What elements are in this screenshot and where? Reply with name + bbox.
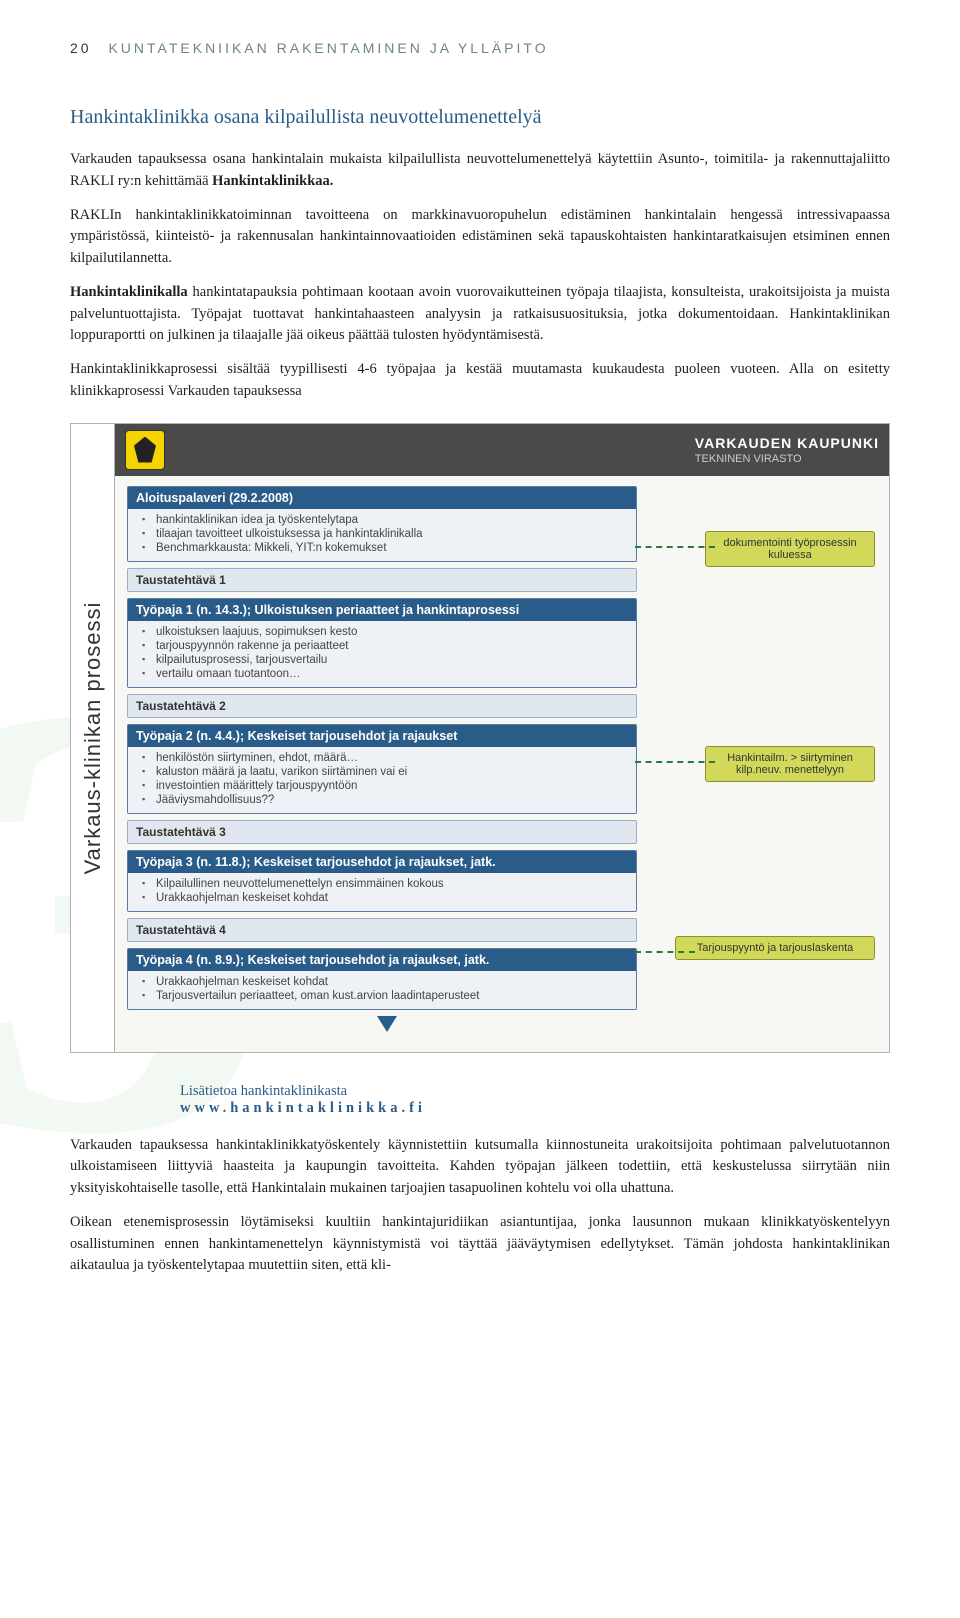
block-tyopaja-4: Työpaja 4 (n. 8.9.); Keskeiset tarjouseh… (127, 948, 637, 1010)
list-item: Jääviysmahdollisuus?? (156, 793, 628, 807)
paragraph-4: Hankintaklinikkaprosessi sisältää tyypil… (70, 359, 890, 403)
list-item: investointien määrittely tarjouspyyntöön (156, 779, 628, 793)
list-item: Tarjousvertailun periaatteet, oman kust.… (156, 989, 628, 1003)
list-item: kilpailutusprosessi, tarjousvertailu (156, 653, 628, 667)
block-tyopaja-3: Työpaja 3 (n. 11.8.); Keskeiset tarjouse… (127, 850, 637, 912)
section-title: Hankintaklinikka osana kilpailullista ne… (70, 106, 890, 129)
block-tyopaja-2: Työpaja 2 (n. 4.4.); Keskeiset tarjouseh… (127, 724, 637, 814)
block-tyopaja-1: Työpaja 1 (n. 14.3.); Ulkoistuksen peria… (127, 598, 637, 688)
block-aloituspalaveri: Aloituspalaveri (29.2.2008) hankintaklin… (127, 486, 637, 562)
list-item: Urakkaohjelman keskeiset kohdat (156, 891, 628, 905)
more-info-url[interactable]: www.hankintaklinikka.fi (180, 1100, 890, 1117)
more-info-label: Lisätietoa hankintaklinikasta (180, 1083, 890, 1100)
connector-line (635, 761, 715, 763)
diagram-sidebar: Varkaus-klinikan prosessi (71, 424, 115, 1052)
diagram-body: dokumentointi työprosessin kuluessa Hank… (115, 476, 889, 1052)
connector-line (635, 546, 715, 548)
paragraph-6: Oikean etenemisprosessin löytämiseksi ku… (70, 1212, 890, 1277)
process-diagram: Varkaus-klinikan prosessi VARKAUDEN KAUP… (70, 423, 890, 1053)
block-title: Työpaja 1 (n. 14.3.); Ulkoistuksen peria… (128, 599, 636, 621)
side-note-procurement-notice: Hankintailm. > siirtyminen kilp.neuv. me… (705, 746, 875, 782)
tausta-1: Taustatehtävä 1 (127, 568, 637, 592)
paragraph-5: Varkauden tapauksessa hankintaklinikkaty… (70, 1135, 890, 1200)
list-item: hankintaklinikan idea ja työskentelytapa (156, 513, 628, 527)
city-title: VARKAUDEN KAUPUNKI (695, 435, 879, 451)
block-title: Työpaja 3 (n. 11.8.); Keskeiset tarjouse… (128, 851, 636, 873)
list-item: tarjouspyynnön rakenne ja periaatteet (156, 639, 628, 653)
list-item: henkilöstön siirtyminen, ehdot, määrä… (156, 751, 628, 765)
list-item: Benchmarkkausta: Mikkeli, YIT:n kokemuks… (156, 541, 628, 555)
diagram-sidebar-label: Varkaus-klinikan prosessi (80, 601, 106, 874)
paragraph-1: Varkauden tapauksessa osana hankintalain… (70, 149, 890, 193)
tausta-2: Taustatehtävä 2 (127, 694, 637, 718)
city-subtitle: TEKNINEN VIRASTO (695, 453, 879, 465)
list-item: Urakkaohjelman keskeiset kohdat (156, 975, 628, 989)
tausta-4: Taustatehtävä 4 (127, 918, 637, 942)
running-header: 20 KUNTATEKNIIKAN RAKENTAMINEN JA YLLÄPI… (70, 40, 890, 56)
diagram-header: VARKAUDEN KAUPUNKI TEKNINEN VIRASTO (115, 424, 889, 476)
running-title: KUNTATEKNIIKAN RAKENTAMINEN JA YLLÄPITO (108, 40, 548, 56)
list-item: ulkoistuksen laajuus, sopimuksen kesto (156, 625, 628, 639)
list-item: Kilpailullinen neuvottelumenettelyn ensi… (156, 877, 628, 891)
arrow-down-icon (377, 1016, 397, 1032)
city-crest-icon (125, 430, 165, 470)
paragraph-3: Hankintaklinikalla hankintatapauksia poh… (70, 282, 890, 347)
list-item: kaluston määrä ja laatu, varikon siirtäm… (156, 765, 628, 779)
block-title: Työpaja 4 (n. 8.9.); Keskeiset tarjouseh… (128, 949, 636, 971)
side-note-documentation: dokumentointi työprosessin kuluessa (705, 531, 875, 567)
connector-line (635, 951, 695, 953)
block-title: Työpaja 2 (n. 4.4.); Keskeiset tarjouseh… (128, 725, 636, 747)
tausta-3: Taustatehtävä 3 (127, 820, 637, 844)
more-info-block: Lisätietoa hankintaklinikasta www.hankin… (180, 1083, 890, 1117)
page-number: 20 (70, 40, 92, 56)
list-item: vertailu omaan tuotantoon… (156, 667, 628, 681)
list-item: tilaajan tavoitteet ulkoistuksessa ja ha… (156, 527, 628, 541)
block-title: Aloituspalaveri (29.2.2008) (128, 487, 636, 509)
paragraph-2: RAKLIn hankintaklinikkatoiminnan tavoitt… (70, 205, 890, 270)
side-note-tender: Tarjouspyyntö ja tarjouslaskenta (675, 936, 875, 960)
